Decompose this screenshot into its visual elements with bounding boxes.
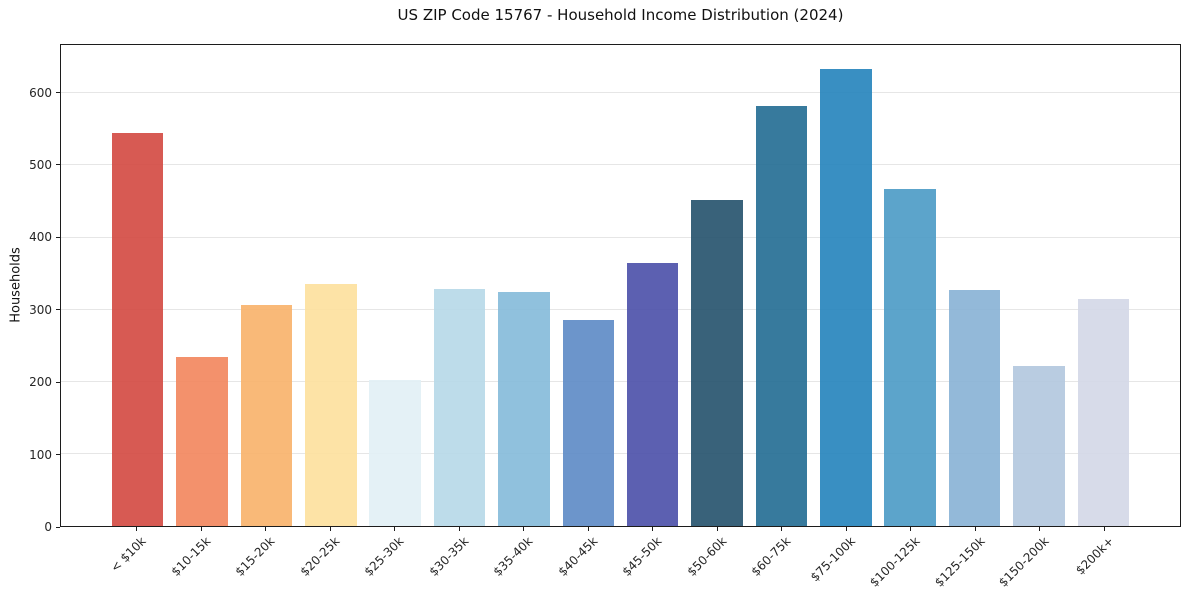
x-tick-label-text: $100-125k bbox=[866, 534, 923, 590]
x-tick-label-text: $15-20k bbox=[232, 534, 278, 579]
bar bbox=[820, 68, 872, 526]
gridline bbox=[61, 236, 1180, 238]
x-tick-label-text: $25-30k bbox=[361, 534, 407, 579]
y-tick-mark bbox=[56, 92, 60, 94]
x-tick-label-text: $60-75k bbox=[748, 534, 794, 579]
x-tick-mark bbox=[523, 527, 525, 531]
y-tick-label: 100 bbox=[29, 447, 52, 462]
x-tick-mark bbox=[200, 527, 202, 531]
bar bbox=[1013, 365, 1065, 526]
x-tick-label-text: < $10k bbox=[107, 534, 149, 575]
gridline bbox=[61, 308, 1180, 310]
gridline bbox=[61, 92, 1180, 94]
bar bbox=[755, 105, 808, 526]
bar bbox=[948, 290, 1001, 526]
bar bbox=[498, 291, 550, 526]
y-tick-label: 400 bbox=[29, 230, 52, 245]
x-tick-mark bbox=[587, 527, 589, 531]
chart-title: US ZIP Code 15767 - Household Income Dis… bbox=[397, 6, 844, 24]
x-tick-mark bbox=[652, 527, 654, 531]
gridline bbox=[61, 452, 1180, 454]
y-tick-label: 500 bbox=[29, 157, 52, 172]
x-tick-mark bbox=[1039, 527, 1041, 531]
x-tick-label-text: $50-60k bbox=[684, 534, 730, 579]
x-tick-label-text: $200k+ bbox=[1072, 534, 1117, 578]
x-tick-label-text: $35-40k bbox=[490, 534, 536, 579]
x-tick-label-text: $150-200k bbox=[995, 534, 1052, 590]
x-tick-label-text: $30-35k bbox=[426, 534, 472, 579]
bar bbox=[562, 319, 615, 526]
x-tick-mark bbox=[265, 527, 267, 531]
bar bbox=[369, 379, 421, 526]
x-tick-mark bbox=[329, 527, 331, 531]
bar bbox=[626, 262, 679, 526]
bar bbox=[176, 356, 228, 526]
bar bbox=[433, 288, 486, 526]
y-tick-mark bbox=[56, 526, 60, 528]
y-tick-label: 600 bbox=[29, 85, 52, 100]
x-tick-mark bbox=[910, 527, 912, 531]
y-tick-label: 200 bbox=[29, 375, 52, 390]
x-tick-label-text: $75-100k bbox=[807, 534, 859, 585]
x-tick-label-text: $45-50k bbox=[619, 534, 665, 579]
plot-area bbox=[60, 44, 1181, 527]
bar bbox=[305, 284, 357, 526]
x-tick-label-text: $40-45k bbox=[555, 534, 601, 579]
x-tick-mark bbox=[394, 527, 396, 531]
y-tick-mark bbox=[56, 454, 60, 456]
y-tick-label: 300 bbox=[29, 302, 52, 317]
bar bbox=[691, 200, 743, 526]
x-tick-label-text: $10-15k bbox=[168, 534, 214, 579]
bar bbox=[111, 132, 164, 526]
x-tick-mark bbox=[845, 527, 847, 531]
y-tick-label: 0 bbox=[44, 520, 52, 534]
bar bbox=[240, 304, 293, 526]
gridline bbox=[61, 380, 1180, 382]
y-tick-mark bbox=[56, 236, 60, 238]
gridline bbox=[61, 164, 1180, 166]
y-tick-mark bbox=[56, 164, 60, 166]
y-tick-mark bbox=[56, 381, 60, 383]
x-tick-mark bbox=[974, 527, 976, 531]
x-tick-mark bbox=[136, 527, 138, 531]
x-tick-mark bbox=[458, 527, 460, 531]
x-tick-label-text: $125-150k bbox=[931, 534, 988, 590]
x-tick-mark bbox=[716, 527, 718, 531]
bar bbox=[1077, 298, 1130, 526]
x-tick-label-text: $20-25k bbox=[297, 534, 343, 579]
x-tick-mark bbox=[781, 527, 783, 531]
x-tick-mark bbox=[1103, 527, 1105, 531]
y-tick-mark bbox=[56, 309, 60, 311]
bar bbox=[884, 188, 936, 526]
